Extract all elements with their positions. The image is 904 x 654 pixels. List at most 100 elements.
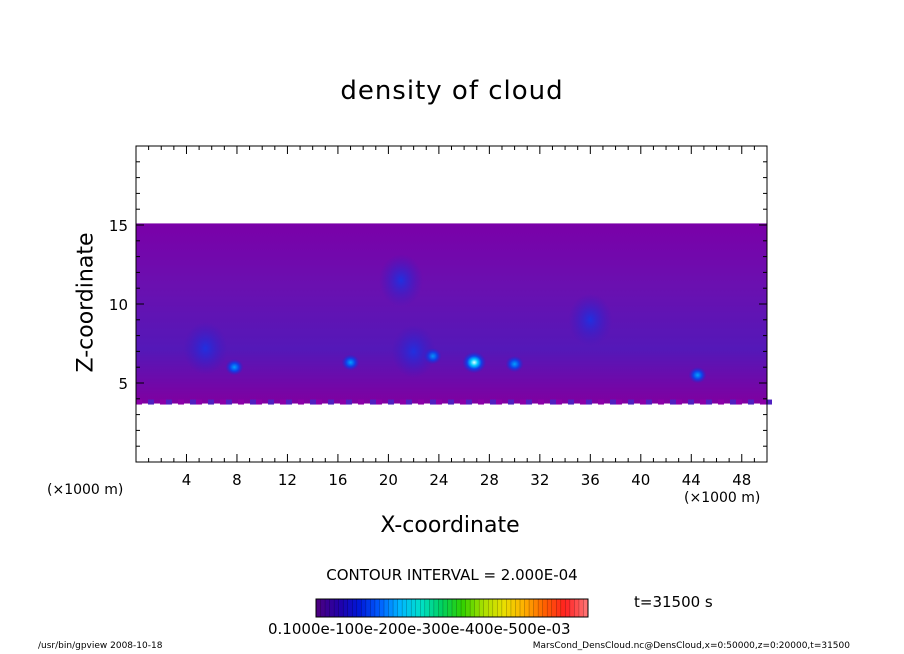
colorbar-cell <box>316 599 322 617</box>
cloud-edge-cell <box>538 399 544 405</box>
colorbar-cell <box>488 599 494 617</box>
colorbar-cell <box>402 599 408 617</box>
cloud-edge-cell <box>676 399 682 405</box>
colorbar-cell <box>510 599 516 617</box>
y-tick-label: 10 <box>109 296 128 314</box>
cloud-edge-cell <box>466 399 472 405</box>
cloud-edge-cell <box>328 399 334 405</box>
colorbar-cell <box>578 599 584 617</box>
colorbar-cell <box>452 599 458 617</box>
density-spot <box>688 367 707 384</box>
cloud-edge-cell <box>580 399 586 405</box>
colorbar-cell <box>352 599 358 617</box>
cloud-edge-cell <box>196 399 202 405</box>
cloud-edge-cell <box>640 399 646 405</box>
colorbar-cell <box>397 599 403 617</box>
cloud-edge-cell <box>550 399 556 405</box>
colorbar-cell <box>551 599 557 617</box>
footer-right-info: MarsCond_DensCloud.nc@DensCloud,x=0:5000… <box>532 641 850 651</box>
chart-title: density of cloud <box>340 76 564 106</box>
time-label: t=31500 s <box>634 593 713 611</box>
cloud-edge-cell <box>460 399 466 405</box>
x-tick-label: 32 <box>530 471 549 489</box>
colorbar-cell <box>347 599 353 617</box>
cloud-edge-cell <box>556 399 562 405</box>
cloud-edge-cell <box>160 399 166 405</box>
cloud-edge-cell <box>358 399 364 405</box>
cloud-edge-cell <box>748 399 754 405</box>
cloud-edge-cell <box>718 399 724 405</box>
colorbar-cell <box>411 599 417 617</box>
cloud-layer <box>136 223 767 404</box>
colorbar-cell <box>329 599 335 617</box>
cloud-edge-cell <box>136 399 142 405</box>
colorbar-cell <box>479 599 485 617</box>
cloud-edge-cell <box>340 399 346 405</box>
x-tick-label: 48 <box>732 471 751 489</box>
colorbar-cell <box>583 599 589 617</box>
colorbar-cell <box>556 599 562 617</box>
colorbar-cell <box>565 599 571 617</box>
colorbar-tick-labels: 0.1000e-100e-200e-300e-400e-500e-03 <box>268 620 571 638</box>
cloud-edge-cell <box>730 399 736 405</box>
density-spot <box>341 354 360 371</box>
x-axis-label: X-coordinate <box>380 513 520 538</box>
colorbar-frame <box>315 598 589 618</box>
density-spot <box>505 355 524 373</box>
colorbar-cell <box>384 599 390 617</box>
colorbar-cell <box>424 599 430 617</box>
cloud-edge-cell <box>400 399 406 405</box>
density-spot <box>379 253 424 307</box>
colorbar-cell <box>515 599 521 617</box>
cloud-edge-cell <box>436 399 442 405</box>
colorbar-cell <box>442 599 448 617</box>
cloud-edge-cell <box>688 399 694 405</box>
cloud-edge-cell <box>418 399 424 405</box>
y-tick-label: 15 <box>109 217 128 235</box>
colorbar-cell <box>569 599 575 617</box>
cloud-edge-cell <box>568 399 574 405</box>
colorbar-cell <box>429 599 435 617</box>
x-tick-label: 16 <box>328 471 347 489</box>
cloud-edge-cell <box>706 399 712 405</box>
colorbar-cell <box>356 599 362 617</box>
cloud-edge-cell <box>376 399 382 405</box>
colorbar-cell <box>320 599 326 617</box>
x-axis-unit-left: (×1000 m) <box>47 482 124 498</box>
cloud-edge-cell <box>520 399 526 405</box>
colorbar-cell <box>338 599 344 617</box>
colorbar-cell <box>483 599 489 617</box>
cloud-edge-cell <box>226 399 232 405</box>
cloud-edge-cell <box>316 399 322 405</box>
cloud-edge-cell <box>430 399 436 405</box>
x-tick-label: 20 <box>379 471 398 489</box>
x-tick-label: 40 <box>631 471 650 489</box>
colorbar-cell <box>560 599 566 617</box>
contour-interval-label: CONTOUR INTERVAL = 2.000E-04 <box>326 566 578 584</box>
colorbar-cell <box>524 599 530 617</box>
colorbar-cell <box>420 599 426 617</box>
cloud-edge-cell <box>250 399 256 405</box>
cloud-edge-cell <box>478 399 484 405</box>
colorbar-cell <box>379 599 385 617</box>
cloud-edge-cell <box>658 399 664 405</box>
colorbar-cell <box>438 599 444 617</box>
y-tick-label: 5 <box>118 375 128 393</box>
density-spot <box>568 293 613 347</box>
cloud-edge-cell <box>760 399 766 405</box>
colorbar <box>315 598 589 618</box>
colorbar-cell <box>365 599 371 617</box>
x-axis-unit-right: (×1000 m) <box>684 490 761 506</box>
colorbar-cell <box>474 599 480 617</box>
cloud-edge-cell <box>448 399 454 405</box>
colorbar-cell <box>334 599 340 617</box>
cloud-edge-cell <box>610 399 616 405</box>
colorbar-cell <box>533 599 539 617</box>
cloud-edge-cell <box>670 399 676 405</box>
colorbar-cell <box>415 599 421 617</box>
cloud-edge-cell <box>736 399 742 405</box>
x-tick-label: 28 <box>480 471 499 489</box>
x-tick-label: 8 <box>232 471 242 489</box>
